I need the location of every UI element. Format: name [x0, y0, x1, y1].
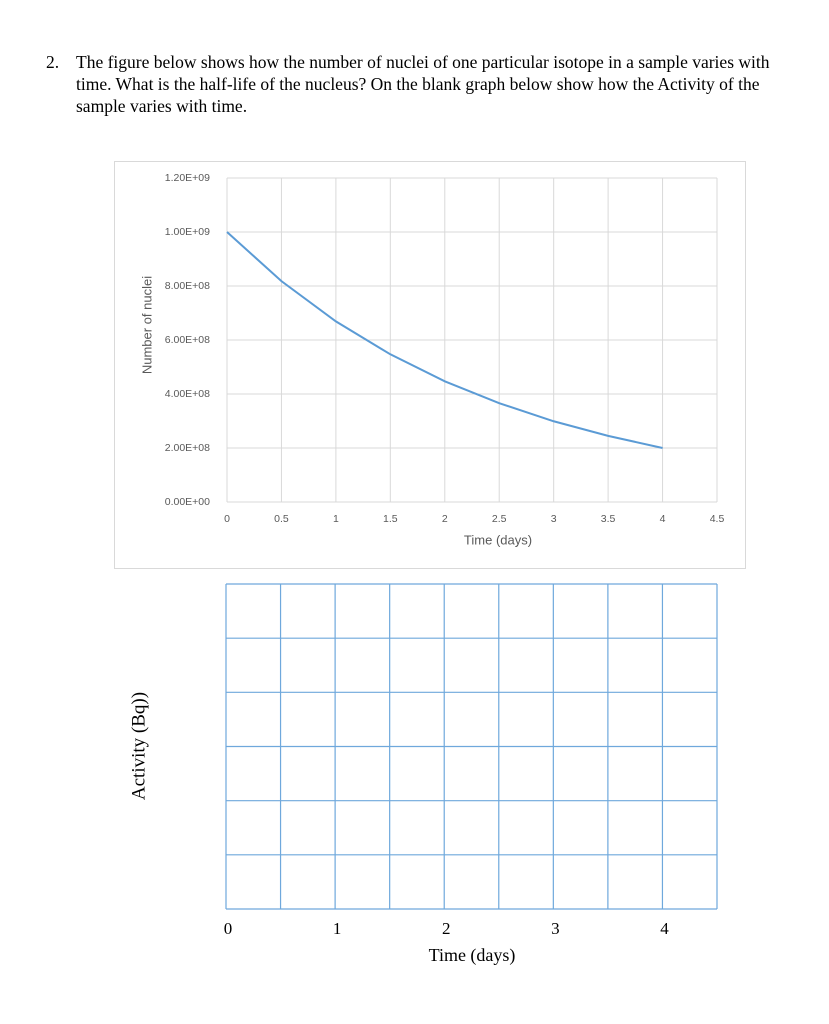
x-tick-label: 1 [333, 919, 342, 938]
y-tick-label: 8.00E+08 [165, 280, 210, 292]
x-tick-label: 4 [660, 513, 666, 525]
x-tick-label: 2 [442, 513, 448, 525]
x-tick-label: 4.5 [710, 513, 725, 525]
y-tick-label: 1.00E+09 [165, 226, 210, 238]
chart-frame [114, 161, 746, 569]
x-tick-label: 0 [224, 513, 230, 525]
y-tick-label: 2.00E+08 [165, 442, 210, 454]
x-tick-label: 0.5 [274, 513, 289, 525]
y-tick-label: 4.00E+08 [165, 388, 210, 400]
x-tick-label: 3 [551, 919, 560, 938]
x-tick-label: 1 [333, 513, 339, 525]
y-axis-title: Activity (Bq)) [128, 692, 149, 800]
x-axis-title: Time (days) [429, 945, 516, 966]
x-axis-title: Time (days) [464, 532, 532, 547]
y-tick-label: 1.20E+09 [165, 172, 210, 184]
y-axis-title: Number of nuclei [139, 276, 154, 374]
x-tick-label: 2 [442, 919, 451, 938]
x-tick-label: 3 [551, 513, 557, 525]
question-text: The figure below shows how the number of… [76, 52, 770, 116]
question-number: 2. [46, 52, 60, 72]
data-line [226, 231, 663, 449]
x-tick-label: 1.5 [383, 513, 398, 525]
y-tick-label: 0.00E+00 [165, 496, 210, 508]
y-tick-label: 6.00E+08 [165, 334, 210, 346]
x-tick-label: 2.5 [492, 513, 507, 525]
question: 2. The figure below shows how the number… [46, 51, 776, 117]
x-tick-label: 4 [660, 919, 669, 938]
x-tick-label: 3.5 [601, 513, 616, 525]
x-tick-label: 0 [224, 919, 233, 938]
